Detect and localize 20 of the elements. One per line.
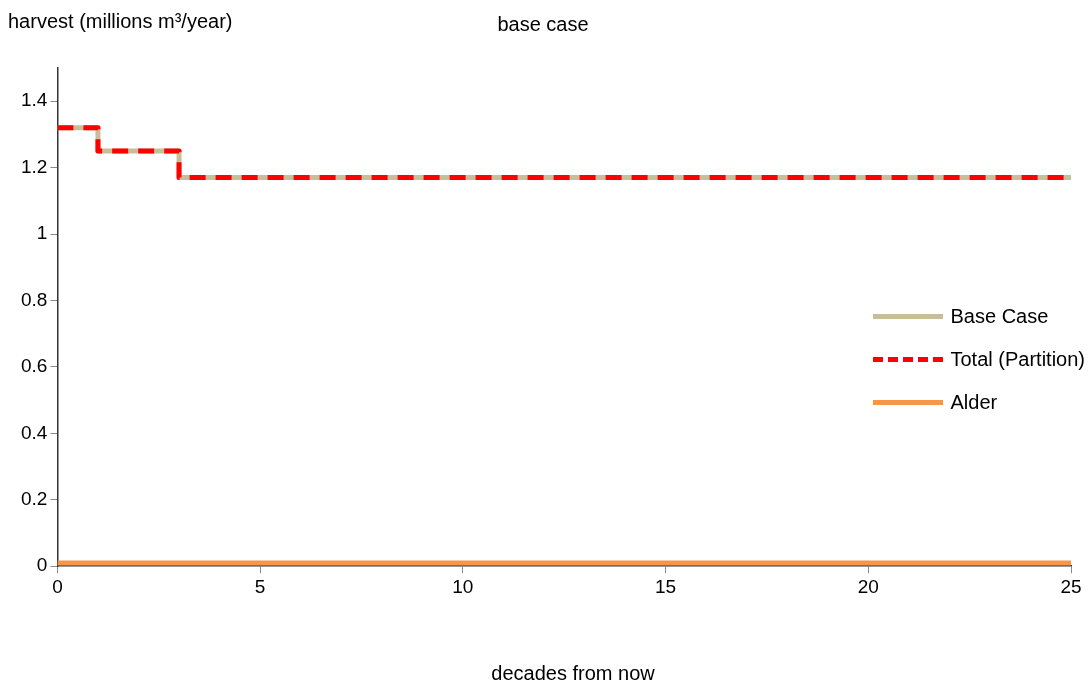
y-tick-label: 0.2 [20,488,48,510]
y-tick-label: 0 [36,554,48,576]
x-tick-label: 10 [452,575,474,597]
y-tick-label: 1 [36,222,48,244]
x-tick-label: 5 [254,575,266,597]
y-tick-label: 1.4 [20,89,48,111]
legend-label: Base Case [950,305,1049,328]
y-tick-label: 0.6 [20,355,48,377]
x-tick-label: 0 [52,575,63,597]
x-axis-title: decades from now [491,662,655,685]
y-tick-label: 1.2 [20,155,48,177]
x-tick-label: 15 [654,575,677,597]
x-tick-label: 25 [1060,575,1082,597]
chart-title: base case [497,13,589,36]
legend-label: Total (Partition) [950,348,1085,371]
legend-label: Alder [950,391,998,414]
y-axis-title: harvest (millions m³/year) [8,10,233,33]
y-tick-label: 0.8 [20,288,48,310]
y-tick-label: 0.4 [20,421,48,443]
x-tick-label: 20 [857,575,879,597]
